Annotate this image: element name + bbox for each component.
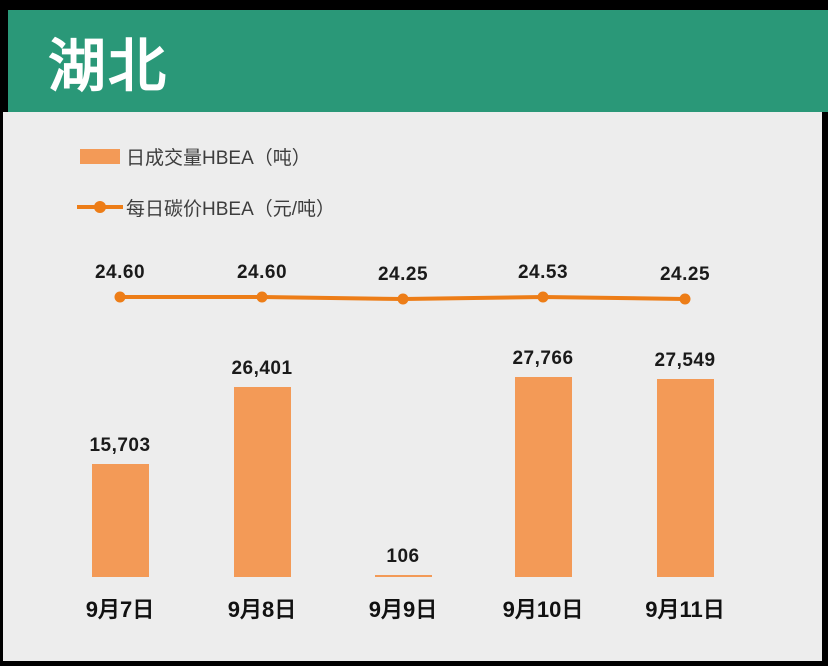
price-value-label: 24.25 — [659, 264, 711, 285]
volume-value-label: 106 — [386, 546, 420, 567]
volume-bar — [515, 377, 572, 577]
combo-chart: 15,703 9月7日 24.60 26,401 9月8日 24.60 106 9月9日 24.… — [3, 112, 822, 661]
volume-value-label: 27,766 — [512, 348, 574, 369]
chart-card: 日成交量HBEA（吨） 每日碳价HBEA（元/吨） 15,703 9月7日 24.6… — [3, 112, 822, 661]
price-value-label: 24.60 — [94, 262, 146, 283]
price-line-layer — [114, 291, 691, 305]
volume-bar — [92, 464, 149, 577]
volume-bar — [234, 387, 291, 577]
legend-volume-label: 日成交量HBEA（吨） — [126, 147, 311, 169]
x-axis-label: 9月9日 — [368, 597, 438, 622]
header-banner: 湖北 — [8, 10, 828, 112]
price-point — [397, 293, 409, 305]
price-point — [256, 291, 268, 303]
price-point — [679, 293, 691, 305]
volume-value-label: 26,401 — [231, 358, 293, 379]
volume-bar — [657, 379, 714, 577]
price-value-label: 24.60 — [236, 262, 288, 283]
price-point — [537, 291, 549, 303]
volume-value-label: 15,703 — [89, 435, 151, 456]
price-legend-dot-icon — [94, 201, 106, 213]
legend-price-label: 每日碳价HBEA（元/吨） — [126, 198, 336, 220]
price-legend-marker-icon — [77, 201, 123, 213]
legend-item-volume: 日成交量HBEA（吨） — [77, 141, 311, 171]
page-title: 湖北 — [48, 34, 169, 99]
x-axis-label: 9月8日 — [227, 597, 297, 622]
price-value-label: 24.53 — [517, 262, 569, 283]
price-point — [114, 291, 126, 303]
volume-legend-swatch-icon — [80, 148, 120, 164]
x-axis-label: 9月11日 — [645, 597, 725, 622]
x-axis-label: 9月7日 — [85, 597, 155, 622]
volume-bar — [375, 575, 432, 577]
price-value-label: 24.25 — [377, 264, 429, 285]
x-axis-label: 9月10日 — [502, 597, 584, 622]
legend-item-price: 每日碳价HBEA（元/吨） — [77, 192, 335, 222]
volume-value-label: 27,549 — [654, 350, 716, 371]
